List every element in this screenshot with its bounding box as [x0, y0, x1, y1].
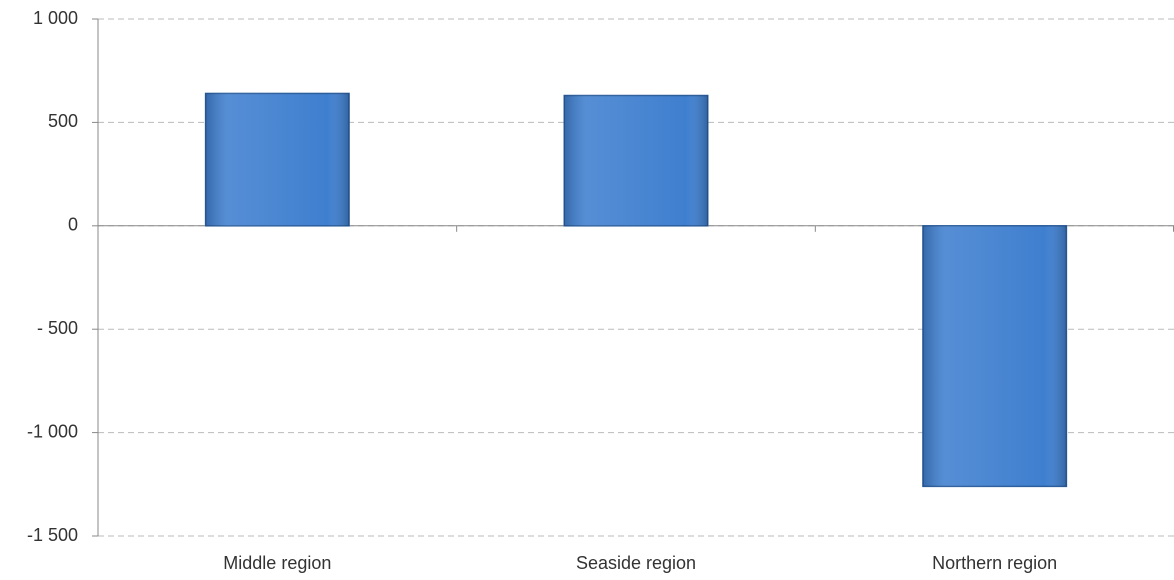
- y-tick-label: -1 500: [27, 525, 78, 545]
- bar: [922, 225, 1068, 488]
- bar: [204, 92, 350, 227]
- bar: [563, 94, 709, 227]
- y-tick-label: 0: [68, 215, 78, 235]
- y-tick-label: -1 000: [27, 421, 78, 441]
- x-tick-label: Middle region: [223, 553, 331, 573]
- y-tick-label: 1 000: [33, 8, 78, 28]
- x-tick-label: Seaside region: [576, 553, 696, 573]
- x-tick-label: Northern region: [932, 553, 1057, 573]
- y-tick-label: - 500: [37, 318, 78, 338]
- y-tick-label: 500: [48, 111, 78, 131]
